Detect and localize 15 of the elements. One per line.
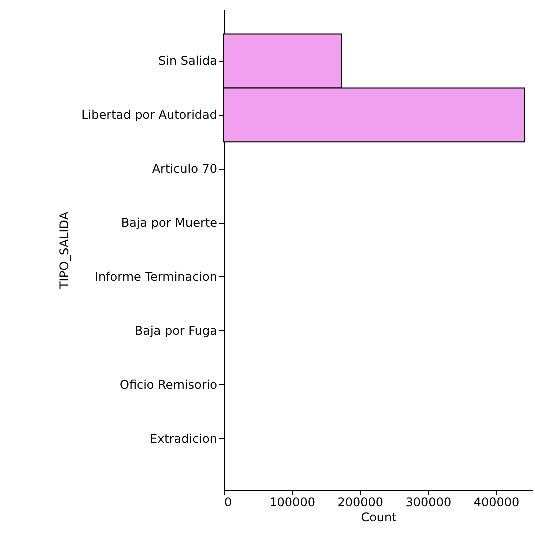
x-tick-label: 0 [224,496,232,510]
y-tick-label: Oficio Remisorio [120,378,218,392]
x-tick-label: 200000 [338,496,384,510]
y-tick-label: Informe Terminacion [94,270,218,284]
x-tick-label: 300000 [406,496,452,510]
y-tick-label: Libertad por Autoridad [82,108,218,122]
x-tick-label: 100000 [270,496,316,510]
y-tick-label: Extradicion [150,432,218,446]
y-tick-label: Baja por Muerte [121,216,218,230]
y-tick-label: Baja por Fuga [134,324,218,338]
y-tick-label: Articulo 70 [152,162,218,176]
x-axis-title: Count [361,510,398,524]
y-axis-title: TIPO_SALIDA [58,211,72,290]
x-tick-label: 400000 [474,496,520,510]
y-tick-label: Sin Salida [158,54,218,68]
